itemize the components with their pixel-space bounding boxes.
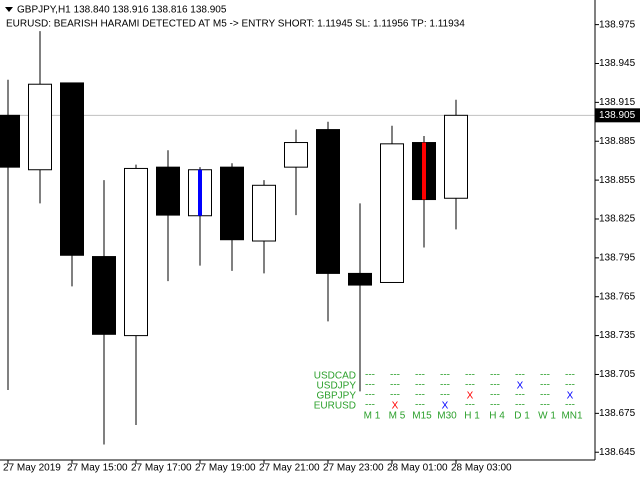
candle-body	[284, 142, 308, 168]
candle-body	[220, 166, 244, 241]
y-tick-label: 138.765	[599, 291, 636, 302]
x-tick-label: 28 May 01:00	[387, 463, 448, 474]
dashboard-cell: ---	[365, 390, 375, 401]
dashboard-cell: ---	[390, 370, 400, 381]
x-tick-label: 27 May 23:00	[323, 463, 384, 474]
dashboard-cell: ---	[515, 400, 525, 411]
candle-body	[380, 143, 404, 283]
dashboard-cell: ---	[565, 380, 575, 391]
candle-body	[156, 166, 180, 216]
candle-body	[252, 184, 276, 242]
dashboard-cell: X	[467, 391, 474, 402]
dashboard-column: H 4	[489, 411, 505, 422]
chart-title: GBPJPY,H1 138.840 138.916 138.816 138.90…	[17, 5, 227, 16]
x-tick-label: 27 May 19:00	[195, 463, 256, 474]
pattern-highlight	[422, 142, 426, 200]
dashboard-cell: ---	[415, 390, 425, 401]
dashboard-column: M 1	[364, 411, 381, 422]
dashboard-cell: ---	[490, 370, 500, 381]
alert-text: EURUSD: BEARISH HARAMI DETECTED AT M5 ->…	[6, 19, 465, 30]
collapse-icon[interactable]	[5, 7, 13, 12]
price-label: 138.905	[599, 110, 636, 121]
dashboard-cell: ---	[390, 380, 400, 391]
dashboard-cell: ---	[440, 370, 450, 381]
dashboard-column: M30	[437, 411, 457, 422]
dashboard-cell: X	[567, 391, 574, 402]
dashboard-cell: ---	[540, 370, 550, 381]
dashboard-column: D 1	[514, 411, 530, 422]
dashboard-cell: ---	[540, 380, 550, 391]
dashboard-column: MN1	[561, 411, 583, 422]
dashboard-symbol: USDCAD	[314, 371, 356, 382]
dashboard-cell: ---	[490, 400, 500, 411]
y-tick-label: 138.645	[599, 447, 636, 458]
dashboard-cell: ---	[565, 370, 575, 381]
dashboard-cell: ---	[415, 380, 425, 391]
dashboard-cell: ---	[540, 400, 550, 411]
candle-body	[28, 83, 52, 171]
dashboard-cell: ---	[440, 380, 450, 391]
dashboard-symbol: EURUSD	[314, 401, 356, 412]
dashboard-symbol: USDJPY	[317, 381, 357, 392]
candle-body	[124, 167, 148, 337]
x-tick-label: 28 May 03:00	[451, 463, 512, 474]
y-tick-label: 138.675	[599, 408, 636, 419]
y-tick-label: 138.975	[599, 19, 636, 30]
dashboard-cell: X	[442, 401, 449, 412]
y-tick-label: 138.945	[599, 58, 636, 69]
dashboard-cell: ---	[365, 370, 375, 381]
x-tick-label: 27 May 2019	[3, 463, 61, 474]
dashboard-column: H 1	[464, 411, 480, 422]
x-tick-label: 27 May 15:00	[67, 463, 128, 474]
dashboard-cell: ---	[415, 400, 425, 411]
x-tick-label: 27 May 17:00	[131, 463, 192, 474]
dashboard-cell: X	[517, 381, 524, 392]
candle-body	[316, 129, 340, 274]
dashboard-cell: ---	[365, 380, 375, 391]
dashboard-cell: X	[392, 401, 399, 412]
dashboard-cell: ---	[540, 390, 550, 401]
y-tick-label: 138.735	[599, 330, 636, 341]
dashboard-column: M15	[412, 411, 432, 422]
dashboard-cell: ---	[415, 370, 425, 381]
y-tick-label: 138.915	[599, 97, 636, 108]
candle-body	[92, 256, 116, 335]
y-tick-label: 138.795	[599, 252, 636, 263]
candle-body	[444, 114, 468, 199]
y-tick-label: 138.705	[599, 369, 636, 380]
dashboard-column: M 5	[389, 411, 406, 422]
dashboard-cell: ---	[565, 400, 575, 411]
price-label-box	[595, 108, 640, 123]
x-tick-label: 27 May 21:00	[259, 463, 320, 474]
dashboard-cell: ---	[390, 390, 400, 401]
dashboard-cell: ---	[490, 380, 500, 391]
y-tick-label: 138.885	[599, 136, 636, 147]
dashboard-cell: ---	[515, 370, 525, 381]
candle-body	[348, 272, 372, 286]
dashboard-cell: ---	[490, 390, 500, 401]
dashboard-cell: ---	[440, 390, 450, 401]
y-tick-label: 138.855	[599, 175, 636, 186]
plot-area	[0, 31, 595, 445]
dashboard-cell: ---	[465, 380, 475, 391]
dashboard-cell: ---	[515, 390, 525, 401]
y-tick-label: 138.825	[599, 214, 636, 225]
candle-body	[0, 114, 20, 168]
dashboard-symbol: GBPJPY	[317, 391, 357, 402]
dashboard-cell: ---	[465, 370, 475, 381]
dashboard-cell: ---	[365, 400, 375, 411]
pattern-highlight	[198, 169, 202, 216]
candle-body	[60, 82, 84, 256]
dashboard-cell: ---	[465, 400, 475, 411]
dashboard-column: W 1	[538, 411, 556, 422]
